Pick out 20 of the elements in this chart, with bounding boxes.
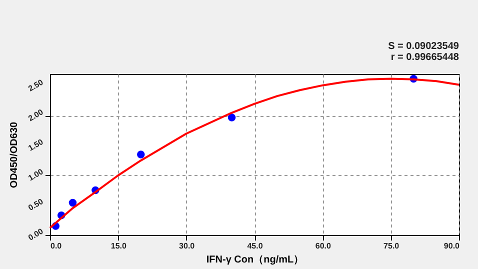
x-tick-label: 90.0 xyxy=(444,242,460,250)
y-tick-label: 0.50 xyxy=(26,196,46,213)
text: S = 0.09023549 xyxy=(388,41,460,52)
y-tick-label: 1.00 xyxy=(26,166,46,183)
point xyxy=(68,198,77,207)
y-tick-label: 0.00 xyxy=(26,226,46,242)
point xyxy=(228,114,236,122)
y-tick-label: 2.00 xyxy=(26,107,46,124)
x-tick-label: 15.0 xyxy=(110,242,127,250)
point xyxy=(137,150,145,158)
x-tick-label: 45.0 xyxy=(247,242,264,250)
text: r = 0.99665448 xyxy=(390,52,460,63)
x-axis-title: IFN-γ Con（ng/mL） xyxy=(206,254,304,266)
x-tick-label: 75.0 xyxy=(384,242,400,250)
y-tick-label: 1.50 xyxy=(26,137,46,153)
x-tick-label: 30.0 xyxy=(179,242,196,250)
x-tick-label: 0.0 xyxy=(50,242,62,250)
y-tick-label: 2.50 xyxy=(26,77,46,94)
y-axis-title: OD450/OD630 xyxy=(9,121,20,188)
x-tick-label: 60.0 xyxy=(315,242,332,250)
